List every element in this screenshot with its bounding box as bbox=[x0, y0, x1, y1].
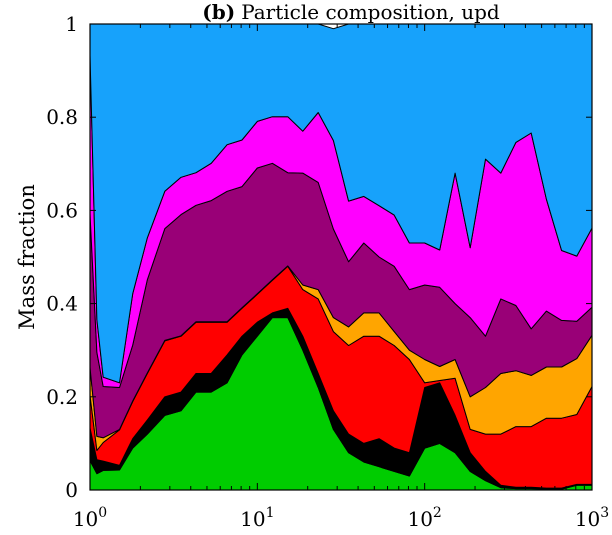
y-tick-label: 0.2 bbox=[46, 385, 78, 409]
plot-frame bbox=[89, 23, 593, 491]
chart-title-prefix: (b) bbox=[202, 0, 235, 24]
y-tick-label: 0 bbox=[65, 478, 78, 502]
y-tick-label: 0.8 bbox=[46, 105, 78, 129]
tick-labels: 0 0.2 0.4 0.6 0.8 1 100 101 102 103 bbox=[46, 12, 609, 531]
y-tick-label: 1 bbox=[65, 12, 78, 36]
chart-title: (b) Particle composition, upd bbox=[202, 0, 500, 24]
x-tick-label: 100 bbox=[73, 505, 107, 531]
chart-title-text: Particle composition, upd bbox=[241, 0, 500, 24]
y-tick-label: 0.4 bbox=[46, 292, 78, 316]
x-tick-label: 102 bbox=[407, 505, 441, 531]
stacked-areas bbox=[89, 23, 593, 491]
y-axis-label: Mass fraction bbox=[15, 184, 39, 330]
axis-ticks bbox=[89, 23, 593, 491]
y-tick-label: 0.6 bbox=[46, 198, 78, 222]
x-tick-label: 103 bbox=[575, 505, 609, 531]
x-tick-label: 101 bbox=[240, 505, 274, 531]
